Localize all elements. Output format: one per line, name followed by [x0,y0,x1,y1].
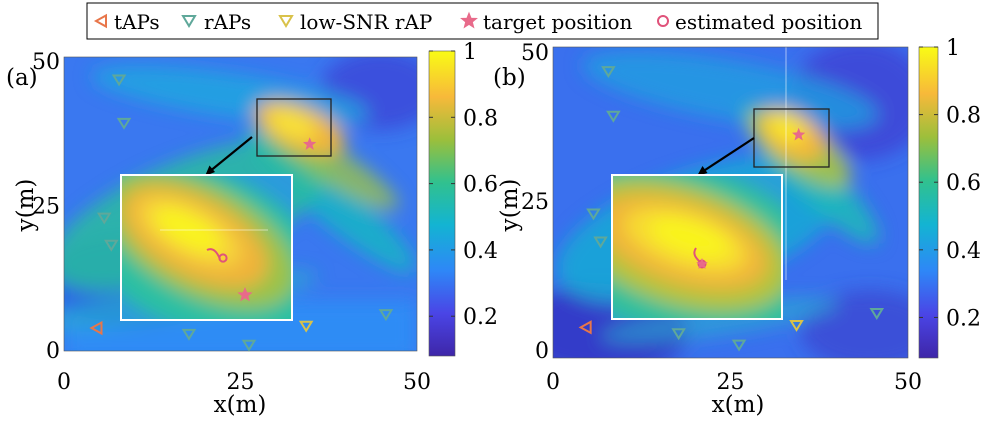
target-marker [792,127,806,141]
rap-marker [241,339,257,352]
y-tick-label: 0 [535,339,549,364]
x-tick-label: 50 [403,370,431,395]
x-tick-label: 25 [227,370,255,395]
x-tick-label: 0 [546,370,560,395]
legend-target-marker [460,11,478,29]
low-snr-rap-marker [789,319,804,332]
rap-marker [606,110,621,123]
panel-b: 0.2 0.4 0.6 0.8 1 0 25 50 0 25 50 (b) x(m) y(m) [493,36,981,418]
tap-marker [578,320,592,335]
colorbar-a [428,50,456,357]
inset-b [611,174,783,320]
legend-lowsnr-marker [278,15,294,28]
legend-label-raps: rAPs [204,10,251,34]
colorbar-tick-label: 0.4 [946,239,981,264]
tap-marker [89,320,103,336]
x-tick-label: 50 [894,370,922,395]
legend-box [86,2,879,40]
legend-label-target: target position [483,10,633,34]
legend: tAPs rAPs low-SNR rAP target position es… [86,2,879,40]
colorbar-tick-label: 1 [946,36,960,61]
rap-marker [869,308,885,320]
panel-label-a: (a) [6,65,38,91]
rap-marker [104,239,119,252]
inset-a [120,174,293,321]
legend-label-low-snr: low-SNR rAP [300,10,432,34]
rap-marker [111,74,127,87]
rap-marker [116,117,132,130]
target-marker [303,137,317,150]
x-tick-label: 0 [57,370,71,395]
low-snr-rap-marker [298,320,314,333]
y-tick-label: 50 [32,50,60,75]
zoom-arrowhead-b [697,166,708,176]
colorbar-tick-label: 0.6 [463,173,498,198]
y-tick-label: 50 [521,41,549,66]
colorbar-tick-label: 0.4 [463,239,498,264]
rap-marker [378,309,394,322]
zoom-arrow-b [701,137,755,173]
colorbar-tick-label: 0.8 [463,106,498,131]
legend-tap-marker [93,13,107,29]
zoom-arrow-a [208,136,253,173]
y-tick-label: 25 [32,195,60,220]
zoom-box-a [256,98,332,157]
colorbar-tick-label: 0.6 [946,171,981,196]
colorbar-b [918,46,939,359]
ylabel-b: y(m) [497,179,523,233]
x-tick-label: 25 [717,370,745,395]
legend-label-estimated: estimated position [675,10,862,34]
colorbar-tick-label: 0.2 [463,305,498,330]
legend-rap-marker [181,15,197,28]
panel-label-b: (b) [493,65,526,91]
rap-marker [586,208,601,221]
ylabel-a: y(m) [13,179,39,233]
colorbar-tick-label: 0.8 [946,104,981,129]
rap-marker [601,66,616,78]
y-tick-label: 0 [46,339,60,364]
panel-a: 0.2 0.4 0.6 0.8 1 0 25 50 0 25 50 (a) x(m) y(m) [6,40,498,418]
rap-marker [96,212,112,225]
rap-marker [671,328,686,341]
colorbar-tick-label: 0.2 [946,306,981,331]
rap-marker [181,328,197,341]
rap-marker [593,236,608,249]
xlabel-b: x(m) [712,392,765,418]
legend-estimated-marker [657,15,669,27]
y-tick-label: 25 [521,190,549,215]
zoom-arrowhead-a [205,165,215,176]
rap-marker [731,339,747,352]
xlabel-a: x(m) [214,392,267,418]
colorbar-tick-label: 1 [463,40,477,65]
legend-label-taps: tAPs [114,10,160,34]
